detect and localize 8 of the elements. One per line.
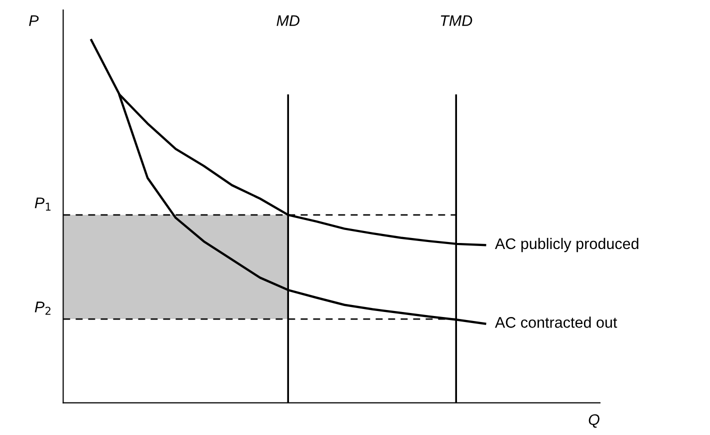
ref-line-label: P$_{1}$: [34, 198, 51, 211]
text: MD: [276, 15, 300, 26]
series-label: AC publicly produced: [494, 238, 638, 252]
ref-line-label: P$_{2}$: [34, 302, 50, 315]
text: Q: [588, 414, 600, 428]
text: TMD: [440, 15, 472, 26]
series-label: AC contracted out: [494, 316, 618, 328]
y-axis-title: P: [29, 15, 39, 26]
